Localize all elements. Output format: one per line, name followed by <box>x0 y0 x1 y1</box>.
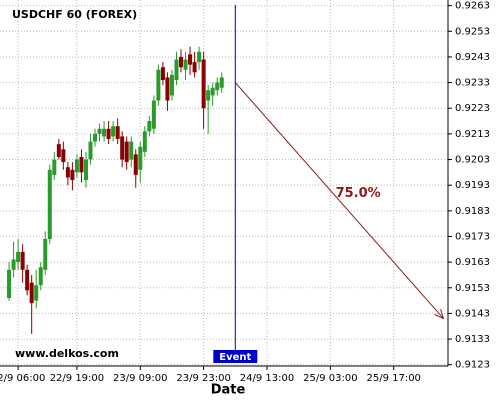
y-tick-label: 0.9153 <box>455 283 490 294</box>
candle-body <box>29 282 34 304</box>
candle-body <box>133 154 138 175</box>
x-tick-label: 24/9 13:00 <box>240 373 294 384</box>
candle-body <box>210 87 215 96</box>
candle-body <box>183 59 188 70</box>
candle-body <box>93 133 98 142</box>
projection-label: 75.0% <box>336 186 381 201</box>
candle-body <box>56 144 61 157</box>
y-tick-label: 0.9163 <box>455 257 490 268</box>
candle-body <box>7 269 12 299</box>
candle-body <box>70 169 75 181</box>
candle-body <box>111 126 116 137</box>
x-tick-label: 22/9 06:00 <box>0 373 45 384</box>
x-tick-label: 25/9 03:00 <box>303 373 357 384</box>
x-tick-label: 25/9 17:00 <box>366 373 420 384</box>
event-box <box>213 350 258 363</box>
candle-body <box>142 131 147 152</box>
candle-body <box>219 77 224 88</box>
x-tick-label: 22/9 19:00 <box>50 373 104 384</box>
y-tick-label: 0.9183 <box>455 206 490 217</box>
candle-body <box>169 74 174 96</box>
y-tick-label: 0.9233 <box>455 78 490 89</box>
plot-area <box>0 0 448 366</box>
candle-body <box>34 285 39 301</box>
candle-body <box>120 136 125 160</box>
y-tick-label: 0.9253 <box>455 26 490 37</box>
y-tick-label: 0.9223 <box>455 103 490 114</box>
candle-body <box>179 56 184 68</box>
candle-body <box>74 159 79 173</box>
candle-body <box>138 146 143 170</box>
candle-body <box>61 149 66 163</box>
candle-body <box>151 100 156 129</box>
candle-body <box>11 259 16 270</box>
projection-arrow <box>234 82 443 319</box>
x-axis-label: Date <box>211 383 246 398</box>
candle-body <box>115 126 120 140</box>
y-tick-label: 0.9133 <box>455 334 490 345</box>
candle-body <box>206 90 211 101</box>
candle-body <box>52 159 57 175</box>
candle-body <box>156 69 161 101</box>
y-tick-label: 0.9243 <box>455 52 490 63</box>
candle-body <box>102 128 107 137</box>
y-tick-label: 0.9213 <box>455 129 490 140</box>
candle-body <box>215 82 220 91</box>
candle-body <box>174 59 179 81</box>
candle-body <box>25 269 30 291</box>
y-tick-label: 0.9263 <box>455 1 490 12</box>
y-tick-label: 0.9143 <box>455 308 490 319</box>
candle-body <box>16 251 21 263</box>
y-tick-label: 0.9173 <box>455 231 490 242</box>
candle-body <box>147 121 152 132</box>
event-label: Event <box>219 352 251 363</box>
candle-body <box>20 251 25 270</box>
candle-body <box>47 169 52 240</box>
candle-body <box>97 128 102 134</box>
x-tick-label: 23/9 23:00 <box>176 373 230 384</box>
candle-body <box>201 59 206 109</box>
candle-body <box>165 77 170 101</box>
candle-body <box>129 141 134 160</box>
candle-body <box>192 62 197 73</box>
candle-body <box>106 128 111 140</box>
y-tick-label: 0.9193 <box>455 180 490 191</box>
candle-body <box>197 51 202 63</box>
candle-body <box>43 239 48 270</box>
candle-body <box>188 54 193 65</box>
y-tick-label: 0.9203 <box>455 155 490 166</box>
candle-body <box>38 267 43 286</box>
candle-body <box>83 159 88 181</box>
candle-body <box>79 156 84 173</box>
candle-body <box>65 167 70 178</box>
watermark: www.delkos.com <box>15 347 119 360</box>
candle-body <box>88 141 93 160</box>
chart-title: USDCHF 60 (FOREX) <box>12 8 137 21</box>
candle-body <box>124 141 129 163</box>
y-tick-label: 0.9123 <box>455 360 490 371</box>
x-tick-label: 23/9 09:00 <box>113 373 167 384</box>
candle-body <box>160 67 165 81</box>
